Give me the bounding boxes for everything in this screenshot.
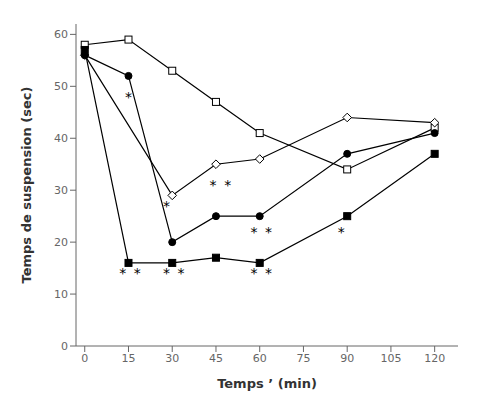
- svg-text:105: 105: [380, 352, 401, 365]
- svg-text:60: 60: [253, 352, 267, 365]
- svg-text:30: 30: [165, 352, 179, 365]
- svg-text:50: 50: [54, 80, 68, 93]
- svg-text:*: *: [224, 177, 231, 193]
- svg-text:*: *: [265, 265, 272, 281]
- svg-text:10: 10: [54, 288, 68, 301]
- svg-text:60: 60: [54, 28, 68, 41]
- svg-text:*: *: [210, 177, 217, 193]
- svg-text:40: 40: [54, 132, 68, 145]
- svg-text:120: 120: [424, 352, 445, 365]
- svg-text:*: *: [125, 89, 132, 105]
- svg-text:Temps de suspension (sec): Temps de suspension (sec): [19, 87, 34, 284]
- svg-text:*: *: [163, 265, 170, 281]
- svg-text:*: *: [265, 224, 272, 240]
- svg-text:*: *: [338, 224, 345, 240]
- svg-text:*: *: [163, 198, 170, 214]
- svg-text:45: 45: [209, 352, 223, 365]
- svg-text:0: 0: [61, 340, 68, 353]
- svg-text:90: 90: [340, 352, 354, 365]
- svg-text:*: *: [177, 265, 184, 281]
- svg-text:0: 0: [81, 352, 88, 365]
- svg-text:*: *: [119, 265, 126, 281]
- svg-text:*: *: [250, 265, 257, 281]
- svg-text:15: 15: [121, 352, 135, 365]
- svg-text:20: 20: [54, 236, 68, 249]
- svg-text:75: 75: [296, 352, 310, 365]
- svg-text:*: *: [134, 265, 141, 281]
- svg-text:Temps ’ (min): Temps ’ (min): [217, 376, 317, 391]
- svg-text:*: *: [250, 224, 257, 240]
- svg-text:30: 30: [54, 184, 68, 197]
